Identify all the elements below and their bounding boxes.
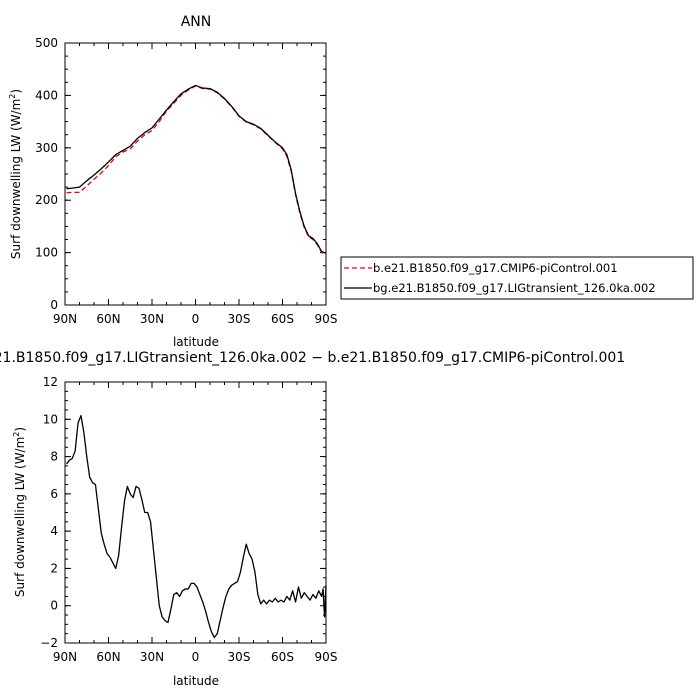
bottom-ytick-label: 4	[50, 524, 58, 538]
bottom-series-line-0	[65, 414, 327, 639]
legend-box	[340, 256, 694, 300]
bottom-xtick-label: 60S	[271, 650, 294, 664]
legend-label-ligtransient: bg.e21.B1850.f09_g17.LIGtransient_126.0k…	[373, 281, 656, 295]
top-chart-title: ANN	[181, 14, 212, 30]
bottom-chart-xlabel: latitude	[173, 674, 219, 688]
top-chart-frame	[64, 42, 327, 306]
top-xtick-label: 30N	[140, 312, 164, 326]
bottom-ytick-label: 0	[50, 599, 58, 613]
top-series-line-1	[66, 84, 327, 254]
bottom-chart-series	[65, 414, 327, 639]
bottom-ytick-label: 6	[50, 487, 58, 501]
bottom-ytick-label: 10	[43, 412, 58, 426]
bottom-ytick-label: 12	[43, 375, 58, 389]
bottom-ytick-label: −2	[40, 636, 58, 650]
top-ytick-label: 100	[35, 246, 58, 260]
top-series-line-0	[66, 85, 327, 255]
bottom-xtick-label: 90N	[53, 650, 77, 664]
legend-label-picontrol: b.e21.B1850.f09_g17.CMIP6-piControl.001	[373, 261, 618, 275]
bottom-chart-title: bg.e21.B1850.f09_g17.LIGtransient_126.0k…	[0, 350, 625, 366]
bottom-xtick-label: 60N	[96, 650, 120, 664]
top-xtick-label: 90S	[315, 312, 338, 326]
bottom-xtick-label: 30N	[140, 650, 164, 664]
top-xtick-label: 90N	[53, 312, 77, 326]
bottom-xtick-label: 30S	[228, 650, 251, 664]
top-chart-series	[66, 84, 327, 255]
top-chart-panel: ANN 90N 60N 30N 0 30S 60S 90S0100200300400500 …	[8, 14, 337, 349]
top-xtick-label: 30S	[228, 312, 251, 326]
bottom-chart-ticks: 90N 60N 30N 0 30S 60S 90S −2 0 2 4 6 8 10 12	[40, 375, 337, 664]
bottom-ytick-label: 2	[50, 561, 58, 575]
top-ytick-label: 300	[35, 141, 58, 155]
bottom-chart-ylabel: Surf downwelling LW (W/m2)	[12, 427, 27, 597]
top-ytick-label: 0	[50, 298, 58, 312]
top-chart-ticks: 90N 60N 30N 0 30S 60S 90S 0 100 200 300 400 500	[35, 36, 337, 326]
top-ytick-label: 500	[35, 36, 58, 50]
bottom-ytick-label: 8	[50, 450, 58, 464]
top-xtick-label: 60S	[271, 312, 294, 326]
top-chart-ylabel: Surf downwelling LW (W/m2)	[8, 89, 23, 259]
top-ytick-label: 200	[35, 193, 58, 207]
bottom-xtick-label: 90S	[315, 650, 338, 664]
top-chart-xlabel: latitude	[173, 335, 219, 349]
bottom-chart-panel: bg.e21.B1850.f09_g17.LIGtransient_126.0k…	[0, 350, 625, 688]
legend: b.e21.B1850.f09_g17.CMIP6-piControl.001 …	[340, 256, 694, 300]
bottom-chart-frame	[64, 381, 327, 644]
top-ytick-label: 400	[35, 88, 58, 102]
bottom-xtick-label: 0	[192, 650, 200, 664]
top-xtick-label: 60N	[96, 312, 120, 326]
top-xtick-label: 0	[192, 312, 200, 326]
